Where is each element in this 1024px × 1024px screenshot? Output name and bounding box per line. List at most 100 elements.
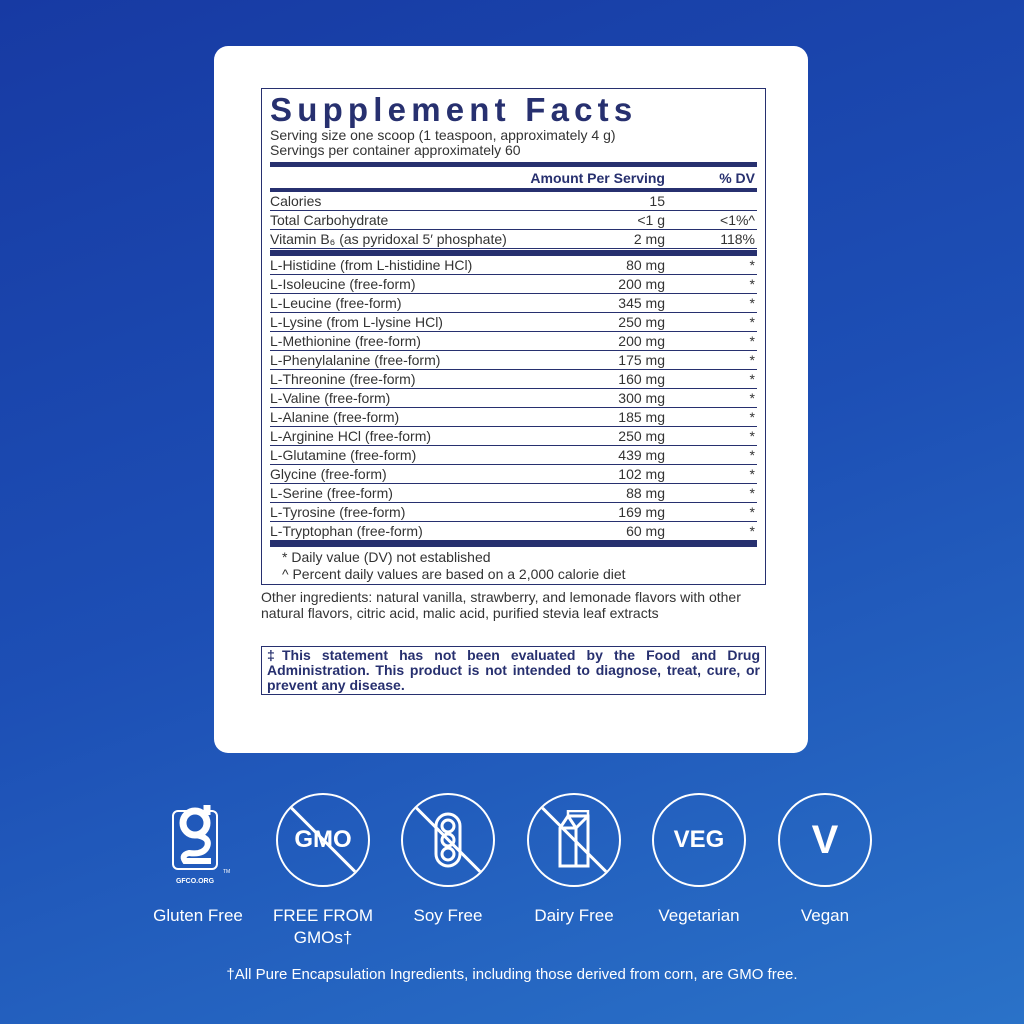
- table-row: L-Tryptophan (free-form) 60 mg *: [270, 522, 757, 541]
- daily-value: 118%: [720, 231, 755, 247]
- amount: 80 mg: [626, 257, 665, 273]
- nutrient-name: Glycine (free-form): [270, 466, 387, 482]
- table-row: L-Tyrosine (free-form) 169 mg *: [270, 503, 757, 522]
- supplement-panel: Supplement Facts Serving size one scoop …: [214, 46, 808, 753]
- veg-icon: VEG: [652, 793, 746, 887]
- nutrient-name: L-Arginine HCl (free-form): [270, 428, 432, 444]
- fda-disclaimer: ‡This statement has not been evaluated b…: [261, 646, 766, 695]
- nutrient-name: Vitamin B₆ (as pyridoxal 5′ phosphate): [270, 231, 507, 247]
- badge-label: Gluten Free: [153, 906, 243, 925]
- svg-text:GFCO.ORG: GFCO.ORG: [176, 878, 215, 885]
- badge-inner-text: V: [811, 817, 839, 862]
- amount: 2 mg: [633, 231, 665, 247]
- badge-label: FREE FROM GMOs†: [272, 906, 374, 947]
- no-dairy-icon: [527, 793, 621, 887]
- divider: [270, 162, 757, 167]
- divider: [270, 541, 757, 547]
- badge-label: Vegan: [800, 906, 850, 925]
- amount: 185 mg: [618, 409, 665, 425]
- daily-value: *: [749, 257, 755, 273]
- amount: 60 mg: [626, 523, 665, 539]
- milk-carton-icon: [558, 810, 590, 868]
- nutrient-name: L-Isoleucine (free-form): [270, 276, 416, 292]
- badge-inner-text: VEG: [673, 826, 725, 853]
- table-row: Vitamin B₆ (as pyridoxal 5′ phosphate) 2 …: [270, 230, 757, 249]
- badge-label: Vegetarian: [658, 906, 740, 925]
- table-row: L-Alanine (free-form) 185 mg *: [270, 408, 757, 427]
- amount: 345 mg: [618, 295, 665, 311]
- nutrient-name: L-Glutamine (free-form): [270, 447, 417, 463]
- nutrient-name: L-Threonine (free-form): [270, 371, 416, 387]
- amount: 88 mg: [626, 485, 665, 501]
- daily-value: *: [749, 485, 755, 501]
- supplement-facts-label: Supplement Facts Serving size one scoop …: [261, 88, 766, 585]
- daily-value: *: [749, 447, 755, 463]
- daily-value: *: [749, 504, 755, 520]
- nutrient-name: L-Histidine (from L-histidine HCl): [270, 257, 473, 273]
- amount: 250 mg: [618, 428, 665, 444]
- amount: 200 mg: [618, 276, 665, 292]
- daily-value: *: [749, 314, 755, 330]
- table-row: L-Isoleucine (free-form) 200 mg *: [270, 275, 757, 294]
- header-amount: Amount Per Serving: [530, 170, 665, 186]
- nutrient-name: Total Carbohydrate: [270, 212, 389, 228]
- amount: <1 g: [637, 212, 665, 228]
- daily-value: *: [749, 428, 755, 444]
- nutrient-name: L-Serine (free-form): [270, 485, 393, 501]
- table-header: Amount Per Serving % DV: [270, 167, 757, 189]
- daily-value: *: [749, 352, 755, 368]
- amount: 175 mg: [618, 352, 665, 368]
- daily-value: *: [749, 295, 755, 311]
- nutrient-name: L-Valine (free-form): [270, 390, 391, 406]
- amount: 15: [649, 193, 665, 209]
- nutrient-name: L-Leucine (free-form): [270, 295, 402, 311]
- badge-soy-free: Soy Free: [388, 793, 508, 927]
- table-row: L-Histidine (from L-histidine HCl) 80 mg *: [270, 256, 757, 275]
- divider: [270, 189, 757, 192]
- table-row: L-Valine (free-form) 300 mg *: [270, 389, 757, 408]
- serving-size: Serving size one scoop (1 teaspoon, appr…: [270, 127, 616, 143]
- badge-gluten-free: GFCO.ORG TM Gluten Free: [138, 793, 258, 927]
- table-row: Calories 15: [270, 192, 757, 211]
- badge-free-from-gmos-: GMO FREE FROM GMOs†: [263, 793, 383, 949]
- daily-value: *: [749, 466, 755, 482]
- nutrient-name: L-Methionine (free-form): [270, 333, 421, 349]
- amount: 160 mg: [618, 371, 665, 387]
- nutrient-name: L-Tryptophan (free-form): [270, 523, 423, 539]
- other-ingredients: Other ingredients: natural vanilla, stra…: [261, 589, 741, 621]
- header-dv: % DV: [719, 170, 755, 186]
- nutrient-name: Calories: [270, 193, 322, 209]
- table-row: L-Serine (free-form) 88 mg *: [270, 484, 757, 503]
- footnote-percent: ^ Percent daily values are based on a 2,…: [282, 566, 626, 582]
- footnote-dv: * Daily value (DV) not established: [282, 549, 491, 565]
- nutrient-name: L-Tyrosine (free-form): [270, 504, 406, 520]
- daily-value: *: [749, 333, 755, 349]
- badge-inner-text: GMO: [294, 826, 352, 853]
- badge-dairy-free: Dairy Free: [514, 793, 634, 927]
- table-row: L-Methionine (free-form) 200 mg *: [270, 332, 757, 351]
- servings-per-container: Servings per container approximately 60: [270, 142, 521, 158]
- nutrient-name: L-Phenylalanine (free-form): [270, 352, 441, 368]
- table-row: L-Leucine (free-form) 345 mg *: [270, 294, 757, 313]
- table-row: L-Glutamine (free-form) 439 mg *: [270, 446, 757, 465]
- daily-value: <1%^: [720, 212, 755, 228]
- daily-value: *: [749, 523, 755, 539]
- gmo-footnote: †All Pure Encapsulation Ingredients, inc…: [226, 966, 798, 983]
- no-gmo-icon: GMO: [276, 793, 370, 887]
- gluten-free-gfco-logo: GFCO.ORG TM: [172, 805, 230, 885]
- amount: 300 mg: [618, 390, 665, 406]
- svg-text:TM: TM: [223, 869, 230, 875]
- badge-label: Dairy Free: [534, 906, 614, 925]
- daily-value: [665, 192, 757, 210]
- amount: 439 mg: [618, 447, 665, 463]
- table-row: Glycine (free-form) 102 mg *: [270, 465, 757, 484]
- no-soy-icon: [401, 793, 495, 887]
- badge-label: Soy Free: [413, 906, 483, 925]
- amount: 250 mg: [618, 314, 665, 330]
- amount: 102 mg: [618, 466, 665, 482]
- amount: 169 mg: [618, 504, 665, 520]
- soybean-icon: [434, 812, 462, 868]
- daily-value: *: [749, 371, 755, 387]
- daily-value: *: [749, 276, 755, 292]
- nutrient-name: L-Lysine (from L-lysine HCl): [270, 314, 443, 330]
